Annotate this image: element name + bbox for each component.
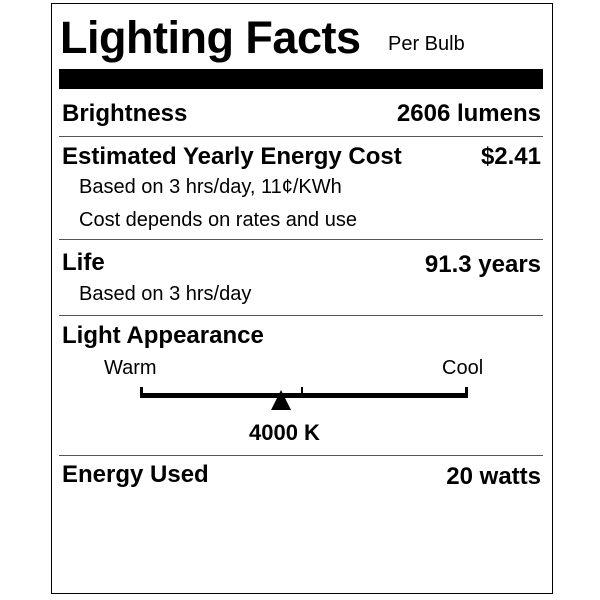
label-title: Lighting Facts xyxy=(60,12,361,63)
energy-cost-value: $2.41 xyxy=(480,143,541,170)
scale-bar xyxy=(140,393,468,398)
label-border xyxy=(51,3,553,594)
energy-used-label: Energy Used xyxy=(62,461,209,488)
appearance-value: 4000 K xyxy=(249,420,320,445)
scale-tick xyxy=(465,387,468,398)
life-note: Based on 3 hrs/day xyxy=(79,283,252,305)
energy-cost-label: Estimated Yearly Energy Cost xyxy=(62,143,402,170)
scale-tick xyxy=(140,387,143,398)
label-subtitle: Per Bulb xyxy=(388,33,465,55)
energy-used-value: 20 watts xyxy=(446,463,541,490)
brightness-label: Brightness xyxy=(62,100,188,127)
energy-cost-note: Based on 3 hrs/day, 11¢/KWh xyxy=(79,176,342,198)
appearance-label: Light Appearance xyxy=(62,322,264,349)
life-value: 91.3 years xyxy=(424,251,541,278)
energy-cost-note: Cost depends on rates and use xyxy=(79,209,357,231)
header-bar xyxy=(59,69,543,89)
color-temperature-scale xyxy=(140,387,468,410)
temperature-marker xyxy=(271,390,292,410)
divider xyxy=(59,455,543,456)
cool-label: Cool xyxy=(442,357,484,379)
life-label: Life xyxy=(62,249,105,276)
warm-label: Warm xyxy=(104,357,157,379)
divider xyxy=(59,315,543,316)
scale-tick xyxy=(301,387,303,398)
divider xyxy=(59,136,543,137)
divider xyxy=(59,239,543,240)
brightness-value: 2606 lumens xyxy=(396,100,541,127)
